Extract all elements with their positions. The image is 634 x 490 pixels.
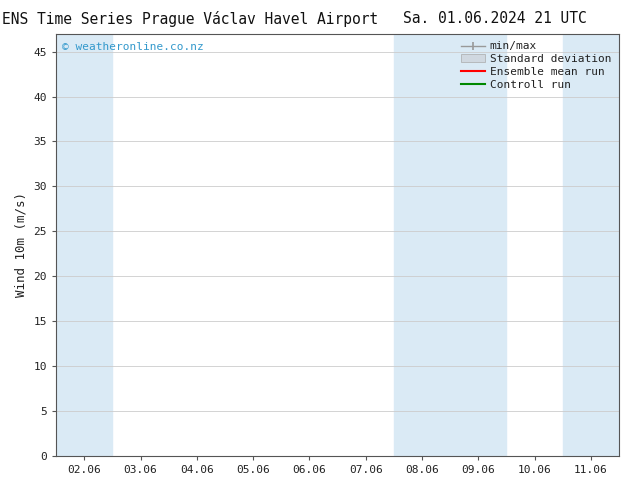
Text: Sa. 01.06.2024 21 UTC: Sa. 01.06.2024 21 UTC: [403, 11, 586, 26]
Bar: [56, 34, 112, 456]
Y-axis label: Wind 10m (m/s): Wind 10m (m/s): [15, 192, 28, 297]
Bar: [394, 34, 507, 456]
Bar: [563, 34, 634, 456]
Legend: min/max, Standard deviation, Ensemble mean run, Controll run: min/max, Standard deviation, Ensemble me…: [458, 39, 614, 92]
Text: ENS Time Series Prague Václav Havel Airport: ENS Time Series Prague Václav Havel Airp…: [2, 11, 378, 27]
Text: © weatheronline.co.nz: © weatheronline.co.nz: [61, 42, 204, 52]
